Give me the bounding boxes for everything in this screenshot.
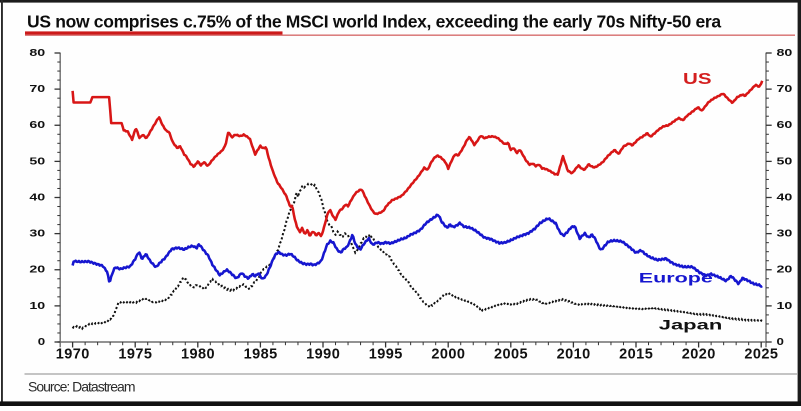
svg-text:60: 60: [777, 120, 793, 131]
svg-text:1975: 1975: [118, 347, 152, 363]
svg-text:2000: 2000: [431, 347, 465, 363]
svg-text:1990: 1990: [306, 347, 340, 363]
svg-text:30: 30: [29, 229, 45, 240]
svg-text:Europe: Europe: [639, 270, 713, 286]
svg-text:1985: 1985: [244, 347, 278, 363]
svg-text:2020: 2020: [682, 347, 716, 363]
svg-text:US: US: [683, 71, 712, 88]
svg-text:1995: 1995: [369, 347, 403, 363]
svg-text:70: 70: [29, 84, 45, 95]
svg-text:20: 20: [29, 265, 45, 276]
svg-text:30: 30: [777, 229, 793, 240]
svg-text:70: 70: [777, 84, 793, 95]
svg-text:2010: 2010: [557, 347, 591, 363]
svg-text:1970: 1970: [56, 347, 90, 363]
svg-text:2005: 2005: [494, 347, 528, 363]
svg-text:50: 50: [29, 156, 45, 167]
svg-text:0: 0: [38, 337, 46, 348]
svg-text:1980: 1980: [181, 347, 215, 363]
svg-text:60: 60: [29, 120, 45, 131]
svg-text:80: 80: [29, 48, 45, 59]
svg-text:40: 40: [29, 192, 45, 203]
svg-text:0: 0: [777, 337, 785, 348]
svg-text:2025: 2025: [744, 347, 778, 363]
svg-text:Japan: Japan: [659, 317, 723, 333]
svg-text:10: 10: [29, 301, 45, 312]
svg-text:20: 20: [777, 265, 793, 276]
svg-text:2015: 2015: [619, 347, 653, 363]
svg-text:50: 50: [777, 156, 793, 167]
svg-text:Source: Datastream: Source: Datastream: [28, 379, 135, 395]
svg-text:80: 80: [777, 48, 793, 59]
svg-text:10: 10: [777, 301, 793, 312]
svg-text:40: 40: [777, 192, 793, 203]
svg-text:US now comprises c.75% of the: US now comprises c.75% of the MSCI world…: [27, 11, 721, 31]
